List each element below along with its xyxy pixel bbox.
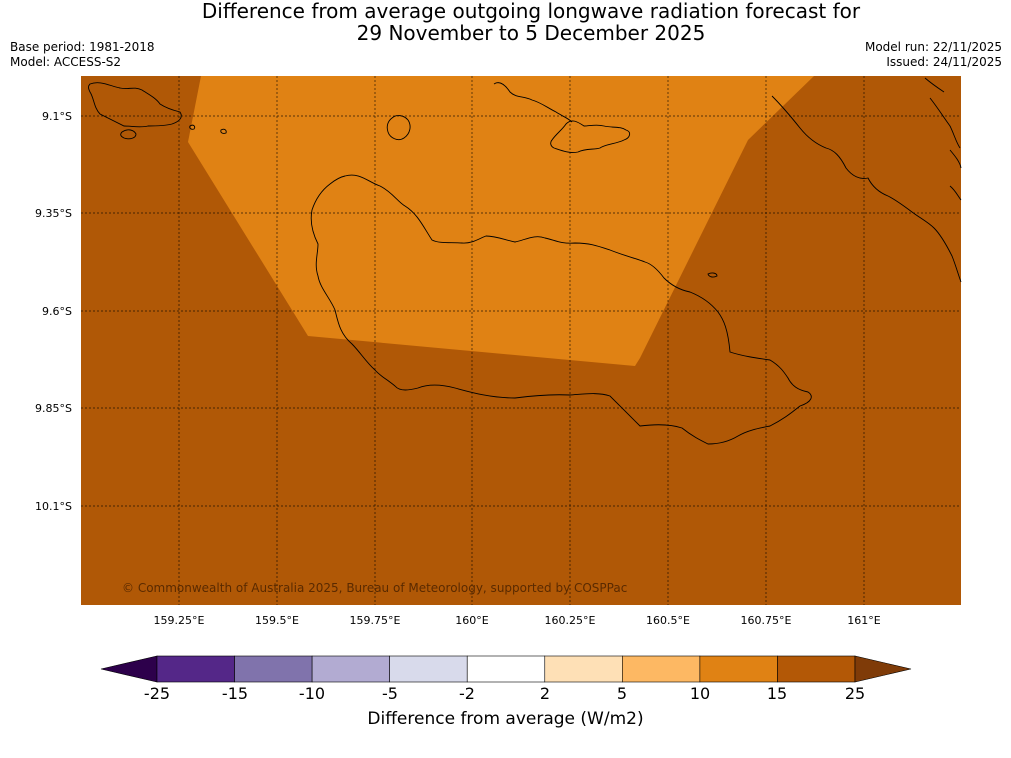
colorbar-swatch [544, 655, 623, 683]
base-period: Base period: 1981-2018 [10, 40, 155, 54]
colorbar-swatch [389, 655, 468, 683]
map-panel: © Commonwealth of Australia 2025, Bureau… [81, 76, 962, 605]
colorbar-title: Difference from average (W/m2) [367, 709, 644, 729]
colorbar-tick: -10 [299, 684, 325, 703]
title-line-2: 29 November to 5 December 2025 [356, 21, 706, 45]
isabel-islet [120, 129, 137, 140]
model-name: Model: ACCESS-S2 [10, 55, 122, 69]
colorbar-swatch [622, 655, 701, 683]
malaita-coast [771, 95, 962, 283]
colorbar-tick: 5 [617, 684, 627, 703]
islet-small-1 [220, 128, 227, 134]
colorbar-swatch [156, 655, 235, 683]
colorbar-tick: -2 [459, 684, 475, 703]
meta-right: Model run: 22/11/2025 Issued: 24/11/2025 [865, 40, 1002, 70]
model-run: Model run: 22/11/2025 [864, 40, 1002, 54]
colorbar-swatch [234, 655, 313, 683]
colorbar-tick: -25 [144, 684, 170, 703]
lon-label: 160°E [455, 614, 488, 627]
colorbar-extend-high [854, 655, 912, 683]
colorbar [100, 655, 912, 683]
title-line-1: Difference from average outgoing longwav… [201, 0, 861, 23]
colorbar-swatch [777, 655, 856, 683]
colorbar-swatch [699, 655, 778, 683]
meta-left: Base period: 1981-2018 Model: ACCESS-S2 [10, 40, 155, 70]
islet-small-2 [189, 124, 196, 130]
anomaly-region-15-25 [188, 76, 814, 366]
lat-label: 9.6°S [42, 305, 72, 318]
lat-label: 9.1°S [42, 110, 72, 123]
colorbar-tick: 15 [767, 684, 787, 703]
lon-label: 160.25°E [545, 614, 596, 627]
colorbar-swatch [311, 655, 390, 683]
colorbar-tick: -15 [222, 684, 248, 703]
lon-label: 159.5°E [255, 614, 299, 627]
lon-label: 159.25°E [154, 614, 205, 627]
malaita-north-coast [924, 77, 962, 201]
colorbar-ticks: -25 -15 -10 -5 -2 2 5 10 15 25 [144, 684, 865, 703]
graticule [81, 76, 961, 605]
islet-small-3 [707, 272, 718, 278]
copyright-note: © Commonwealth of Australia 2025, Bureau… [122, 581, 627, 595]
colorbar-swatch [466, 655, 546, 683]
florida-islands-coast [550, 120, 631, 153]
lat-labels: 9.1°S 9.35°S 9.6°S 9.85°S 10.1°S [35, 110, 72, 513]
colorbar-tick: -5 [382, 684, 398, 703]
lon-labels: 159.25°E 159.5°E 159.75°E 160°E 160.25°E… [154, 614, 881, 627]
colorbar-tick: 2 [540, 684, 550, 703]
lon-label: 160.75°E [741, 614, 792, 627]
lon-label: 160.5°E [646, 614, 690, 627]
nggela-west-coast [493, 82, 573, 123]
lon-label: 161°E [847, 614, 880, 627]
guadalcanal-coast [310, 174, 812, 445]
colorbar-extend-low [100, 655, 158, 683]
isabel-coast-upper [88, 82, 182, 128]
lat-label: 10.1°S [35, 500, 72, 513]
issued-date: Issued: 24/11/2025 [886, 55, 1002, 69]
lat-label: 9.35°S [35, 207, 72, 220]
chart-title: Difference from average outgoing longwav… [0, 0, 1011, 44]
colorbar-tick: 25 [845, 684, 865, 703]
coastlines [88, 77, 962, 445]
colorbar-tick: 10 [690, 684, 710, 703]
lat-label: 9.85°S [35, 402, 72, 415]
lon-label: 159.75°E [350, 614, 401, 627]
savo-island-coast [386, 115, 411, 141]
